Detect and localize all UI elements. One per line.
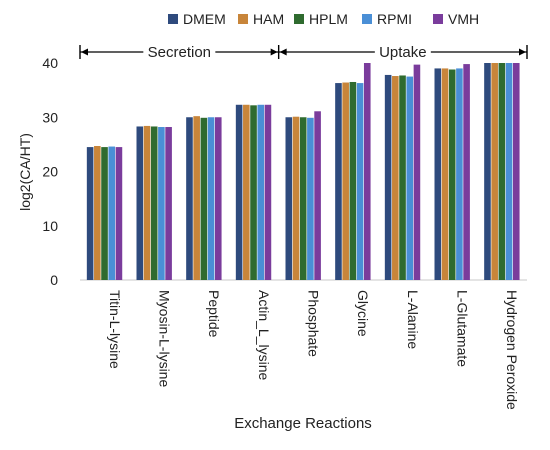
y-tick-label: 10 xyxy=(42,218,58,234)
x-axis-label: Exchange Reactions xyxy=(234,415,372,432)
x-tick-label: Hydrogen Peroxide xyxy=(504,290,520,410)
legend-item-ham: HAM xyxy=(238,11,284,27)
x-tick-label: Peptide xyxy=(206,290,222,338)
bar-ham xyxy=(143,125,151,281)
bar-ham xyxy=(193,116,200,280)
bar-ham xyxy=(342,82,349,280)
arrowhead xyxy=(519,48,526,56)
bar-dmem xyxy=(136,126,144,280)
legend-label: HPLM xyxy=(309,11,348,27)
legend-item-vmh: VMH xyxy=(433,11,479,27)
bar-hplm xyxy=(101,147,108,280)
uptake-label: Uptake xyxy=(379,44,427,61)
secretion-uptake-annotation: Secretion Uptake xyxy=(79,43,528,61)
bar-rpmi xyxy=(406,76,414,280)
y-tick-label: 20 xyxy=(42,164,58,180)
bar-rpmi xyxy=(257,104,265,281)
bar-rpmi xyxy=(356,83,364,280)
y-tick-label: 40 xyxy=(42,55,58,71)
bar-rpmi xyxy=(505,63,513,280)
bar-rpmi xyxy=(207,117,215,280)
x-tick-label: Glycine xyxy=(355,290,371,337)
legend-label: RPMI xyxy=(377,11,412,27)
bar-vmh xyxy=(463,64,470,281)
legend-label: VMH xyxy=(448,11,479,27)
x-tick-label: L-Alanine xyxy=(405,290,421,349)
x-tick-label: Phosphate xyxy=(306,290,322,357)
bar-ham xyxy=(94,146,101,280)
axes: 0 10 20 30 40 Titin-L-lysine Myosin-L-lysine Pe… xyxy=(42,55,527,410)
bar-vmh xyxy=(165,127,172,280)
bar-vmh xyxy=(512,63,520,280)
legend-swatch xyxy=(433,14,443,24)
legend-item-dmem: DMEM xyxy=(168,11,226,27)
bar-vmh xyxy=(115,147,123,280)
bar-vmh xyxy=(413,64,421,280)
legend: DMEM HAM HPLM RPMI VMH xyxy=(168,11,479,27)
x-tick-label: Myosin-L-lysine xyxy=(157,290,173,387)
bar-ham xyxy=(292,116,300,281)
bar-hplm xyxy=(448,69,456,280)
bar-dmem xyxy=(235,104,243,281)
bar-dmem xyxy=(434,68,442,280)
bar-ham xyxy=(441,68,449,280)
x-tick-label: Titin-L-lysine xyxy=(107,290,123,369)
legend-swatch xyxy=(238,14,248,24)
label-background xyxy=(374,43,431,61)
legend-label: DMEM xyxy=(183,11,226,27)
bar-ham xyxy=(392,76,399,281)
bar-dmem xyxy=(285,117,293,280)
legend-swatch xyxy=(294,14,304,24)
bar-rpmi xyxy=(108,146,116,280)
legend-label: HAM xyxy=(253,11,284,27)
legend-swatch xyxy=(168,14,178,24)
y-tick-label: 30 xyxy=(42,109,58,125)
label-background xyxy=(143,43,216,61)
bar-hplm xyxy=(250,105,257,280)
bar-vmh xyxy=(264,104,272,281)
bar-dmem xyxy=(186,117,193,280)
bar-dmem xyxy=(484,63,491,280)
y-axis-label: log2(CA/HT) xyxy=(17,133,33,211)
bar-rpmi xyxy=(456,68,463,280)
y-tick-label: 0 xyxy=(50,272,58,288)
bar-dmem xyxy=(335,83,342,280)
x-tick-label: L-Glutamate xyxy=(455,290,471,367)
bar-hplm xyxy=(299,117,307,280)
legend-item-rpmi: RPMI xyxy=(362,11,412,27)
bar-vmh xyxy=(214,117,222,280)
arrowhead xyxy=(279,48,287,56)
bar-vmh xyxy=(314,111,321,280)
legend-swatch xyxy=(362,14,372,24)
bar-hplm xyxy=(498,63,506,280)
bar-rpmi xyxy=(158,127,165,280)
secretion-label: Secretion xyxy=(148,44,211,61)
arrowhead xyxy=(270,48,278,56)
bar-hplm xyxy=(200,117,208,280)
bar-ham xyxy=(243,104,250,281)
legend-item-hplm: HPLM xyxy=(294,11,348,27)
bar-rpmi xyxy=(307,117,314,280)
bar-hplm xyxy=(399,75,406,280)
bar-hplm xyxy=(349,81,357,280)
bars xyxy=(86,63,520,281)
bar-dmem xyxy=(86,147,94,280)
bar-ham xyxy=(491,63,498,280)
bar-dmem xyxy=(384,74,392,280)
bar-vmh xyxy=(363,63,371,280)
arrowhead xyxy=(81,48,88,56)
bar-hplm xyxy=(150,126,158,280)
x-tick-label: Actin_L_lysine xyxy=(256,290,272,380)
